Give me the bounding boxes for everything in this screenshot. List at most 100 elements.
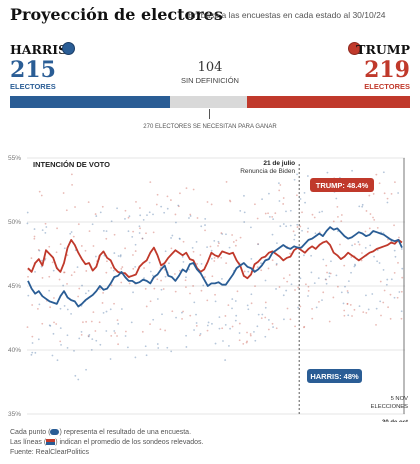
poll-dot bbox=[357, 241, 360, 243]
poll-dot bbox=[290, 283, 293, 286]
poll-dot bbox=[94, 255, 97, 258]
electoral-bar bbox=[10, 96, 410, 108]
poll-dot bbox=[204, 218, 207, 220]
poll-dot bbox=[110, 284, 113, 287]
poll-dot bbox=[231, 307, 233, 310]
poll-dot bbox=[271, 322, 274, 325]
poll-dot bbox=[124, 335, 127, 337]
poll-dot bbox=[372, 193, 375, 195]
trump-badge bbox=[310, 178, 374, 192]
poll-dot bbox=[41, 259, 43, 262]
poll-dot bbox=[313, 282, 316, 285]
poll-dot bbox=[321, 299, 323, 302]
poll-dot bbox=[63, 271, 65, 274]
poll-dot bbox=[195, 313, 197, 316]
poll-dot bbox=[387, 238, 389, 241]
poll-dot bbox=[87, 201, 90, 203]
poll-dot bbox=[397, 192, 400, 194]
poll-dot bbox=[70, 274, 73, 277]
poll-dot bbox=[369, 244, 372, 247]
poll-dot bbox=[166, 195, 169, 198]
poll-dot bbox=[214, 293, 216, 296]
poll-dot bbox=[400, 310, 403, 313]
poll-dot bbox=[394, 255, 397, 258]
poll-dot bbox=[296, 226, 299, 228]
poll-dot bbox=[66, 308, 69, 311]
poll-dot bbox=[156, 278, 159, 281]
poll-dot bbox=[88, 230, 91, 233]
poll-dot bbox=[343, 309, 346, 312]
poll-dot bbox=[217, 244, 219, 247]
poll-dot bbox=[144, 345, 147, 348]
poll-dot bbox=[296, 173, 298, 176]
poll-dot bbox=[232, 241, 235, 243]
poll-dot bbox=[351, 169, 353, 172]
poll-dot bbox=[149, 323, 151, 326]
poll-dot bbox=[221, 277, 223, 280]
poll-dot bbox=[74, 206, 76, 208]
poll-dot bbox=[138, 225, 141, 228]
harris-electors-label: ELECTORES bbox=[10, 82, 56, 91]
poll-dot bbox=[360, 259, 363, 262]
poll-dot bbox=[306, 230, 309, 233]
poll-dot bbox=[393, 249, 396, 252]
poll-dot bbox=[95, 339, 98, 342]
poll-dot bbox=[26, 211, 29, 214]
poll-dot bbox=[74, 374, 77, 377]
poll-dot bbox=[142, 218, 145, 221]
poll-dot bbox=[299, 305, 302, 308]
poll-dot bbox=[246, 331, 248, 334]
poll-dot bbox=[328, 320, 331, 323]
poll-dot bbox=[373, 218, 376, 221]
poll-dot bbox=[44, 231, 47, 234]
poll-dot bbox=[87, 335, 90, 337]
poll-dot bbox=[143, 267, 145, 269]
poll-dot bbox=[161, 313, 163, 316]
poll-dot bbox=[141, 237, 144, 240]
poll-dot bbox=[382, 301, 385, 304]
poll-dot bbox=[181, 255, 184, 258]
poll-dot bbox=[350, 256, 353, 258]
poll-dot bbox=[310, 254, 313, 257]
poll-dot bbox=[337, 215, 339, 218]
poll-dot bbox=[390, 192, 393, 195]
poll-dot bbox=[207, 321, 210, 324]
poll-dot bbox=[177, 205, 180, 208]
poll-dot bbox=[225, 262, 228, 264]
poll-dot bbox=[126, 346, 129, 349]
poll-dot bbox=[224, 359, 227, 361]
poll-dot bbox=[132, 230, 135, 233]
poll-dot bbox=[299, 277, 302, 280]
poll-dot bbox=[105, 310, 108, 313]
poll-dot bbox=[282, 203, 285, 205]
poll-dot bbox=[210, 203, 213, 206]
poll-dot bbox=[181, 311, 183, 314]
poll-dot bbox=[249, 333, 252, 335]
poll-dot bbox=[307, 227, 310, 230]
poll-dot bbox=[383, 289, 386, 292]
poll-dot bbox=[65, 209, 68, 212]
poll-dot bbox=[199, 332, 202, 335]
poll-dot bbox=[217, 240, 220, 243]
poll-dot bbox=[260, 317, 263, 320]
poll-dot bbox=[199, 254, 202, 256]
poll-dot bbox=[322, 291, 325, 294]
poll-dot bbox=[367, 308, 370, 311]
poll-dot bbox=[77, 295, 80, 298]
poll-dot bbox=[204, 224, 206, 226]
poll-dot bbox=[148, 211, 151, 214]
poll-dot bbox=[340, 220, 343, 223]
poll-dot bbox=[117, 343, 120, 346]
poll-dot bbox=[70, 231, 73, 233]
poll-dot bbox=[62, 284, 65, 287]
poll-dot bbox=[253, 330, 255, 333]
poll-dot bbox=[124, 217, 126, 220]
trump-electors: 219 bbox=[364, 57, 410, 83]
poll-dot bbox=[301, 229, 303, 232]
poll-dot bbox=[128, 282, 131, 285]
poll-dot bbox=[102, 291, 105, 294]
poll-dot bbox=[213, 257, 216, 259]
poll-dot bbox=[350, 271, 352, 274]
poll-dot bbox=[101, 302, 104, 304]
poll-dot bbox=[110, 335, 113, 337]
